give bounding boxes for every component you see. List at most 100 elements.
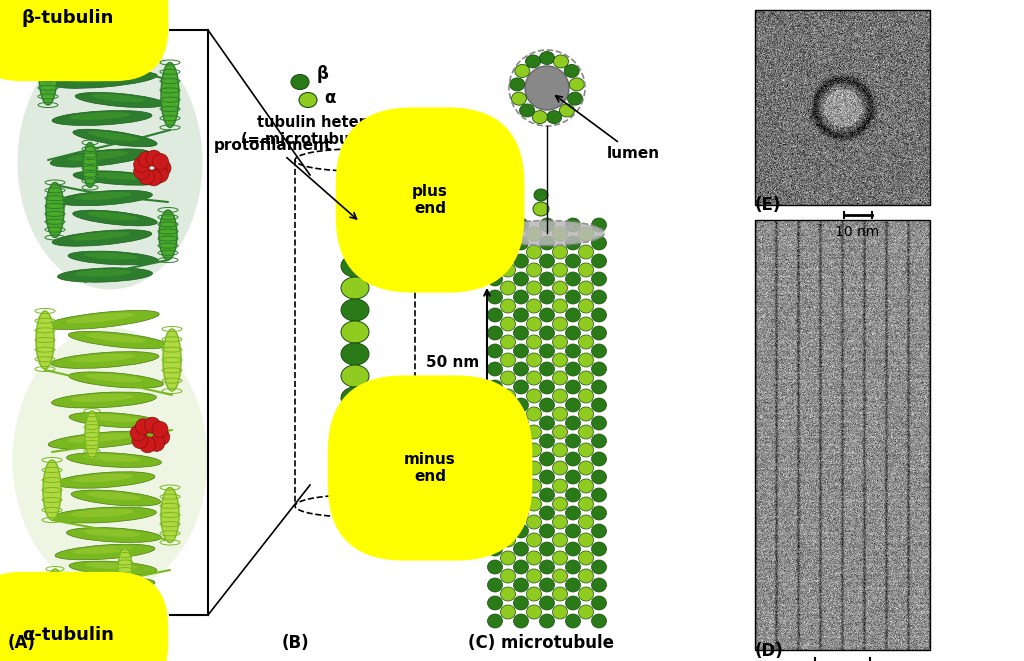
Ellipse shape [91,94,145,102]
Ellipse shape [487,236,503,250]
Ellipse shape [565,416,581,430]
Ellipse shape [45,34,155,56]
Ellipse shape [526,245,542,259]
Ellipse shape [513,506,528,520]
Ellipse shape [85,414,140,422]
Circle shape [153,167,168,182]
Ellipse shape [526,263,542,277]
Ellipse shape [540,596,555,610]
Ellipse shape [86,333,145,342]
Ellipse shape [513,290,528,304]
Ellipse shape [553,479,567,493]
Ellipse shape [487,578,503,592]
Ellipse shape [513,380,528,394]
Ellipse shape [540,434,555,448]
Ellipse shape [17,34,203,290]
Ellipse shape [341,409,369,431]
Ellipse shape [75,192,131,200]
Ellipse shape [553,425,567,439]
Ellipse shape [553,407,567,421]
Ellipse shape [592,344,606,358]
Ellipse shape [46,182,63,237]
Ellipse shape [565,272,581,286]
Ellipse shape [71,490,161,506]
Ellipse shape [540,290,555,304]
Ellipse shape [579,407,594,421]
Bar [755,220,930,650]
Ellipse shape [553,515,567,529]
Circle shape [135,418,152,435]
Ellipse shape [501,533,515,547]
Ellipse shape [526,299,542,313]
Ellipse shape [592,614,606,628]
Ellipse shape [565,596,581,610]
Ellipse shape [553,299,567,313]
Ellipse shape [86,373,142,382]
Ellipse shape [567,92,583,105]
Ellipse shape [579,227,594,241]
Ellipse shape [592,560,606,574]
Ellipse shape [118,547,132,592]
Ellipse shape [66,37,131,49]
Ellipse shape [526,497,542,511]
Ellipse shape [487,218,503,232]
Ellipse shape [487,560,503,574]
Ellipse shape [513,236,528,250]
Ellipse shape [540,380,555,394]
Ellipse shape [501,389,515,403]
Ellipse shape [579,515,594,529]
Ellipse shape [513,326,528,340]
Ellipse shape [291,75,309,89]
Ellipse shape [553,55,568,68]
Ellipse shape [540,272,555,286]
Ellipse shape [540,578,555,592]
Ellipse shape [72,73,134,83]
Ellipse shape [526,335,542,349]
Ellipse shape [487,596,503,610]
Ellipse shape [501,227,515,241]
Circle shape [155,160,171,176]
Ellipse shape [501,551,515,565]
Ellipse shape [540,506,555,520]
Ellipse shape [526,569,542,583]
Ellipse shape [57,190,153,206]
Ellipse shape [513,452,528,466]
Ellipse shape [526,389,542,403]
Ellipse shape [579,281,594,295]
Ellipse shape [564,65,580,77]
Circle shape [153,153,168,170]
Ellipse shape [161,488,179,543]
Ellipse shape [540,470,555,484]
Ellipse shape [553,317,567,331]
Ellipse shape [487,254,503,268]
Ellipse shape [540,218,555,232]
Ellipse shape [513,218,528,232]
Ellipse shape [592,236,606,250]
Circle shape [154,429,170,445]
Circle shape [138,151,155,167]
Bar [755,10,930,205]
Ellipse shape [341,211,369,233]
Ellipse shape [540,488,555,502]
Ellipse shape [39,45,57,105]
Ellipse shape [579,353,594,367]
Ellipse shape [565,344,581,358]
Ellipse shape [559,104,574,117]
Ellipse shape [525,55,541,68]
Ellipse shape [163,329,181,391]
Ellipse shape [513,344,528,358]
Ellipse shape [84,529,140,537]
Ellipse shape [68,434,132,443]
Ellipse shape [565,326,581,340]
Ellipse shape [553,443,567,457]
Ellipse shape [540,254,555,268]
Ellipse shape [526,587,542,601]
Ellipse shape [553,461,567,475]
Ellipse shape [592,488,606,502]
Ellipse shape [565,524,581,538]
Ellipse shape [487,398,503,412]
Ellipse shape [526,425,542,439]
Ellipse shape [513,470,528,484]
Ellipse shape [511,92,526,105]
Ellipse shape [565,614,581,628]
